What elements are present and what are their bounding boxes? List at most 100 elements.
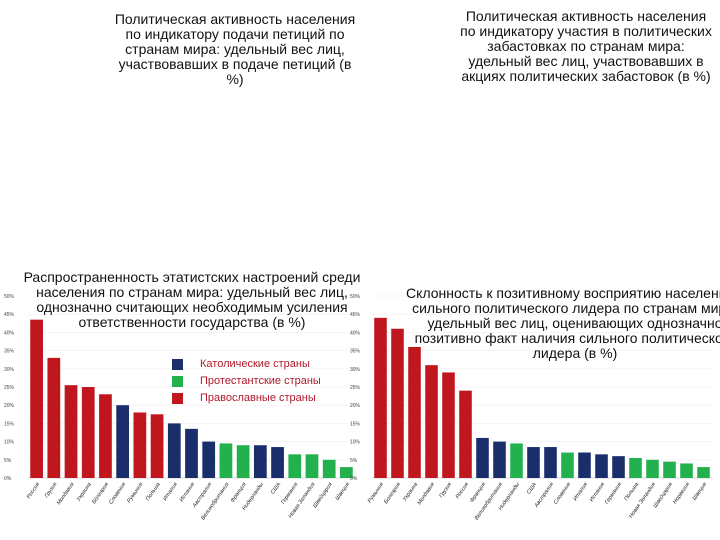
y-tick-label: 10% bbox=[350, 440, 361, 446]
bar bbox=[374, 317, 387, 478]
x-tick-label: США bbox=[270, 481, 282, 495]
x-tick-label: США bbox=[526, 481, 538, 495]
y-tick-label: 20% bbox=[350, 403, 361, 409]
bar bbox=[442, 372, 455, 478]
x-tick-label: Грузия bbox=[439, 482, 454, 499]
y-tick-label: 20% bbox=[4, 403, 15, 409]
y-tick-label: 5% bbox=[4, 458, 12, 464]
y-tick-label: 35% bbox=[350, 349, 361, 355]
x-tick-label: Украина bbox=[75, 482, 93, 504]
x-tick-label: Румыния bbox=[367, 482, 385, 505]
bar bbox=[425, 365, 438, 478]
x-tick-label: Грузия bbox=[44, 482, 59, 499]
y-tick-label: 45% bbox=[350, 312, 361, 318]
bar bbox=[30, 319, 43, 478]
x-tick-label: Польша bbox=[623, 482, 640, 502]
bar bbox=[271, 447, 284, 478]
y-tick-label: 0% bbox=[350, 476, 358, 482]
y-tick-label: 50% bbox=[350, 294, 361, 300]
x-tick-label: Швеция bbox=[692, 482, 708, 502]
legend-item-catholic: Католические страны bbox=[172, 356, 321, 373]
bar bbox=[391, 328, 404, 478]
bar bbox=[47, 357, 61, 478]
x-tick-label: Франция bbox=[230, 482, 248, 504]
bar bbox=[202, 441, 216, 478]
title-petitions: Политическая активность населения по инд… bbox=[114, 11, 356, 87]
legend-swatch-protestant bbox=[172, 376, 183, 387]
legend: Католические страны Протестантские стран… bbox=[172, 356, 321, 407]
bar bbox=[578, 452, 591, 478]
bar bbox=[493, 441, 506, 478]
bar bbox=[253, 445, 267, 478]
y-tick-label: 25% bbox=[350, 385, 361, 391]
bar bbox=[236, 445, 250, 478]
bar bbox=[305, 454, 319, 478]
y-tick-label: 45% bbox=[4, 312, 15, 318]
x-tick-label: Словения bbox=[108, 482, 127, 506]
legend-swatch-orthodox bbox=[172, 393, 183, 404]
y-tick-label: 35% bbox=[4, 349, 15, 355]
x-tick-label: Швеция bbox=[335, 482, 351, 502]
bar bbox=[663, 461, 676, 478]
legend-item-orthodox: Православные страны bbox=[172, 390, 321, 407]
x-tick-label: Испания bbox=[589, 482, 606, 503]
bar bbox=[646, 459, 659, 478]
x-tick-label: Франция bbox=[469, 482, 487, 504]
bar bbox=[99, 394, 112, 478]
x-tick-label: Испания bbox=[179, 482, 196, 503]
legend-label-protestant: Протестантские страны bbox=[200, 375, 321, 387]
y-tick-label: 5% bbox=[350, 458, 358, 464]
bar bbox=[680, 463, 693, 478]
y-tick-label: 15% bbox=[4, 421, 15, 427]
bar bbox=[133, 412, 147, 478]
bar bbox=[629, 457, 642, 478]
y-tick-label: 15% bbox=[350, 421, 361, 427]
bar bbox=[612, 456, 625, 478]
y-tick-label: 0% bbox=[4, 476, 12, 482]
y-tick-label: 10% bbox=[4, 440, 15, 446]
bar bbox=[510, 443, 523, 478]
x-tick-label: Украина bbox=[401, 482, 419, 504]
y-tick-label: 40% bbox=[350, 330, 361, 336]
title-strong-leader: Склонность к позитивному восприятию насе… bbox=[406, 285, 720, 361]
x-tick-label: Молдавия bbox=[56, 482, 76, 506]
x-tick-label: Россия bbox=[455, 482, 470, 500]
x-tick-label: Италия bbox=[162, 482, 179, 502]
bar bbox=[81, 387, 95, 478]
bar bbox=[340, 467, 353, 478]
y-tick-label: 50% bbox=[4, 294, 15, 300]
legend-label-catholic: Католические страны bbox=[200, 358, 310, 370]
bar bbox=[697, 467, 710, 478]
y-tick-label: 30% bbox=[350, 367, 361, 373]
x-tick-label: Румыния bbox=[126, 482, 144, 505]
title-etatism: Распространенность этатистских настроени… bbox=[23, 269, 361, 330]
bar bbox=[185, 428, 198, 478]
bar bbox=[116, 405, 130, 478]
bar bbox=[595, 454, 608, 478]
x-tick-label: Норвегия bbox=[672, 482, 691, 506]
legend-label-orthodox: Православные страны bbox=[200, 392, 316, 404]
x-tick-label: Болгария bbox=[383, 482, 402, 505]
bar bbox=[64, 385, 78, 478]
x-tick-label: Италия bbox=[572, 482, 589, 502]
y-tick-label: 40% bbox=[4, 330, 15, 336]
x-tick-label: Молдавия bbox=[417, 482, 437, 506]
bar bbox=[561, 452, 574, 478]
x-tick-label: Словения bbox=[553, 482, 572, 506]
x-tick-label: Польша bbox=[145, 482, 162, 502]
bar bbox=[322, 459, 336, 478]
bar bbox=[150, 414, 164, 478]
bar bbox=[459, 390, 472, 478]
bar bbox=[476, 437, 489, 478]
legend-item-protestant: Протестантские страны bbox=[172, 373, 321, 390]
bar bbox=[219, 443, 233, 478]
bar bbox=[288, 454, 302, 478]
bar bbox=[408, 346, 421, 478]
bar bbox=[527, 447, 540, 478]
bar bbox=[167, 423, 181, 478]
bar bbox=[544, 447, 557, 478]
y-tick-label: 30% bbox=[4, 367, 15, 373]
title-strikes: Политическая активность населения по инд… bbox=[460, 8, 712, 84]
y-tick-label: 25% bbox=[4, 385, 15, 391]
